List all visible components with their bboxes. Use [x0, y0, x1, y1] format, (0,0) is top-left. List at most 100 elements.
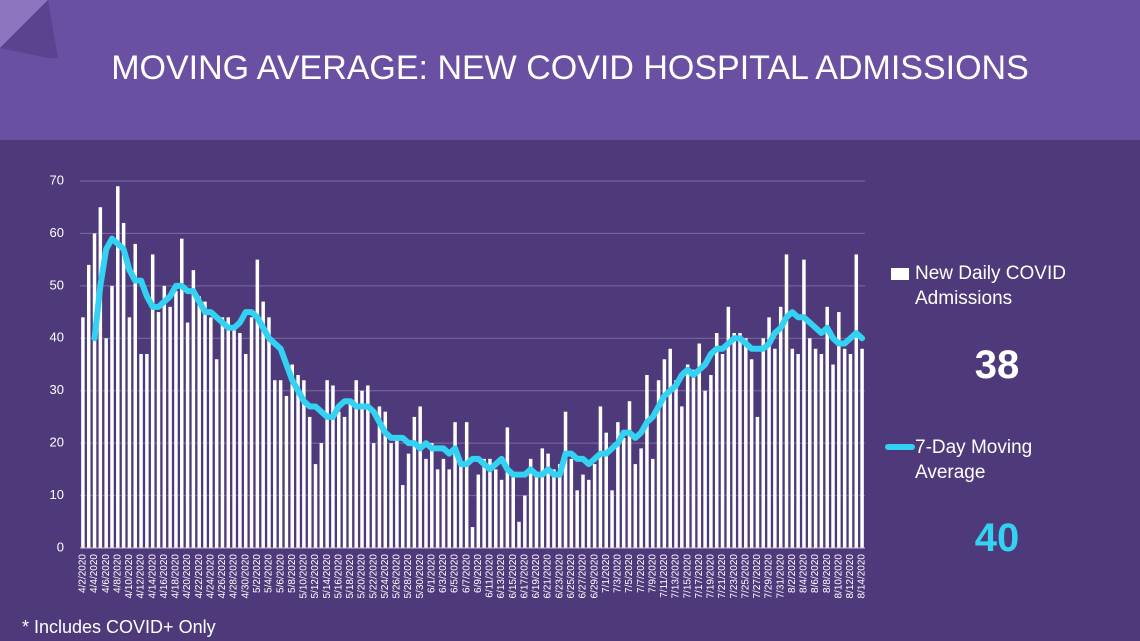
x-tick-label: 4/12/2020 [136, 554, 147, 599]
x-tick-label: 4/10/2020 [124, 554, 135, 599]
moving-average-line [91, 235, 866, 478]
x-tick-label: 5/8/2020 [287, 554, 298, 593]
legend-label: 7-Day Moving Average [915, 437, 1033, 483]
bar [470, 527, 475, 548]
bar [395, 437, 399, 548]
bar [656, 380, 661, 548]
x-tick-label: 7/5/2020 [624, 554, 635, 593]
bar [243, 354, 248, 548]
bar [662, 359, 667, 548]
x-tick-label: 7/21/2020 [717, 554, 728, 599]
chart-title: MOVING AVERAGE: NEW COVID HOSPITAL ADMIS… [111, 49, 1029, 87]
x-tick-label: 7/29/2020 [764, 554, 775, 599]
bar [592, 464, 597, 548]
bar [773, 348, 777, 548]
bar [377, 406, 382, 548]
bar [860, 348, 864, 548]
bar [133, 243, 137, 548]
x-tick-label: 6/17/2020 [519, 554, 530, 599]
x-tick-label: 6/19/2020 [531, 554, 542, 599]
bar [174, 291, 178, 548]
x-tick-label: 5/22/2020 [368, 554, 379, 599]
x-tick-label: 7/7/2020 [636, 554, 647, 593]
bar [430, 443, 434, 548]
bar [778, 306, 783, 548]
bar [714, 333, 719, 548]
bar [587, 479, 591, 548]
x-tick-label: 8/14/2020 [857, 554, 868, 599]
x-tick-label: 8/10/2020 [833, 554, 844, 599]
bar [453, 422, 457, 548]
bar [406, 453, 411, 548]
bar [639, 448, 643, 548]
x-tick-label: 5/30/2020 [415, 554, 426, 599]
bar [278, 380, 283, 548]
x-tick-label: 7/19/2020 [706, 554, 717, 599]
bar [418, 406, 422, 548]
bar [459, 464, 463, 548]
x-tick-label: 7/9/2020 [647, 554, 658, 593]
x-tick-label: 7/3/2020 [613, 554, 624, 593]
x-tick-label: 7/27/2020 [752, 554, 763, 599]
bar [238, 333, 242, 548]
bar [203, 301, 207, 548]
callout-value: 38 [974, 343, 1020, 387]
footnote: * Includes COVID+ Only [22, 617, 216, 637]
bar [464, 422, 469, 548]
x-tick-label: 4/4/2020 [89, 554, 100, 593]
x-tick-label: 7/31/2020 [775, 554, 786, 599]
bar [261, 301, 265, 548]
x-tick-label: 6/25/2020 [566, 554, 577, 599]
x-tick-label: 5/18/2020 [345, 554, 356, 599]
bar [528, 458, 533, 548]
bar [784, 254, 789, 548]
bar [645, 374, 649, 548]
x-tick-label: 6/3/2020 [438, 554, 449, 593]
y-tick-label: 60 [50, 225, 64, 240]
y-tick-label: 70 [50, 172, 64, 187]
x-tick-label: 5/2/2020 [252, 554, 263, 593]
bar [563, 411, 568, 548]
bar [494, 469, 498, 548]
bar [447, 469, 451, 548]
bar [441, 458, 446, 548]
bar [674, 380, 678, 548]
legend-swatch [891, 268, 909, 280]
bar [383, 411, 388, 548]
x-tick-label: 8/12/2020 [845, 554, 856, 599]
x-tick-label: 8/4/2020 [799, 554, 810, 593]
x-tick-label: 7/15/2020 [682, 554, 693, 599]
bar [180, 238, 184, 548]
x-tick-label: 4/16/2020 [159, 554, 170, 599]
bar [249, 317, 254, 548]
x-tick-label: 7/13/2020 [671, 554, 682, 599]
bar [517, 521, 521, 548]
x-tick-label: 4/28/2020 [229, 554, 240, 599]
bar [127, 317, 132, 548]
x-tick-label: 5/20/2020 [357, 554, 368, 599]
bar [302, 380, 306, 548]
bar [627, 401, 632, 548]
bar [767, 317, 771, 548]
bar [720, 354, 725, 548]
bar [81, 317, 85, 548]
x-tick-label: 8/8/2020 [822, 554, 833, 593]
bar [360, 390, 364, 548]
bar [168, 306, 172, 548]
bar [273, 380, 277, 548]
x-tick-label: 7/23/2020 [729, 554, 740, 599]
bar [569, 458, 574, 548]
x-tick-label: 7/25/2020 [740, 554, 751, 599]
bar [604, 432, 608, 548]
bar [842, 348, 847, 548]
bar [197, 296, 201, 548]
x-tick-label: 4/30/2020 [240, 554, 251, 599]
bar [348, 401, 353, 548]
bar [505, 427, 510, 548]
x-tick-label: 7/17/2020 [694, 554, 705, 599]
bar [709, 374, 713, 548]
bar [557, 464, 562, 548]
x-tick-label: 4/8/2020 [112, 554, 123, 593]
x-tick-label: 6/27/2020 [578, 554, 589, 599]
